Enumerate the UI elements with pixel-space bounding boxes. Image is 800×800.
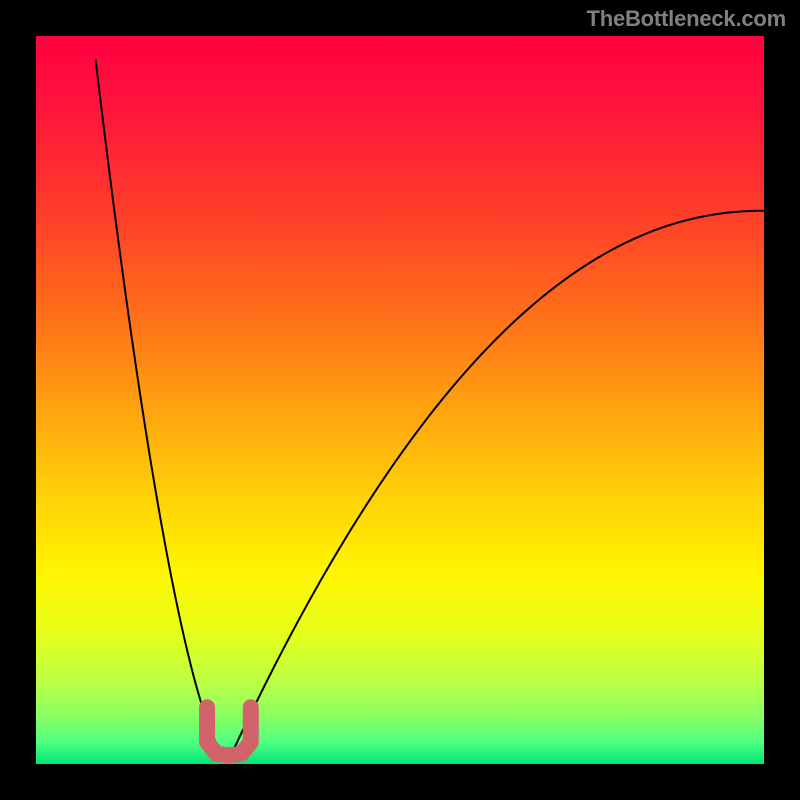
bottleneck-chart [0,0,800,800]
plot-background [36,36,764,764]
watermark-text: TheBottleneck.com [586,6,786,32]
